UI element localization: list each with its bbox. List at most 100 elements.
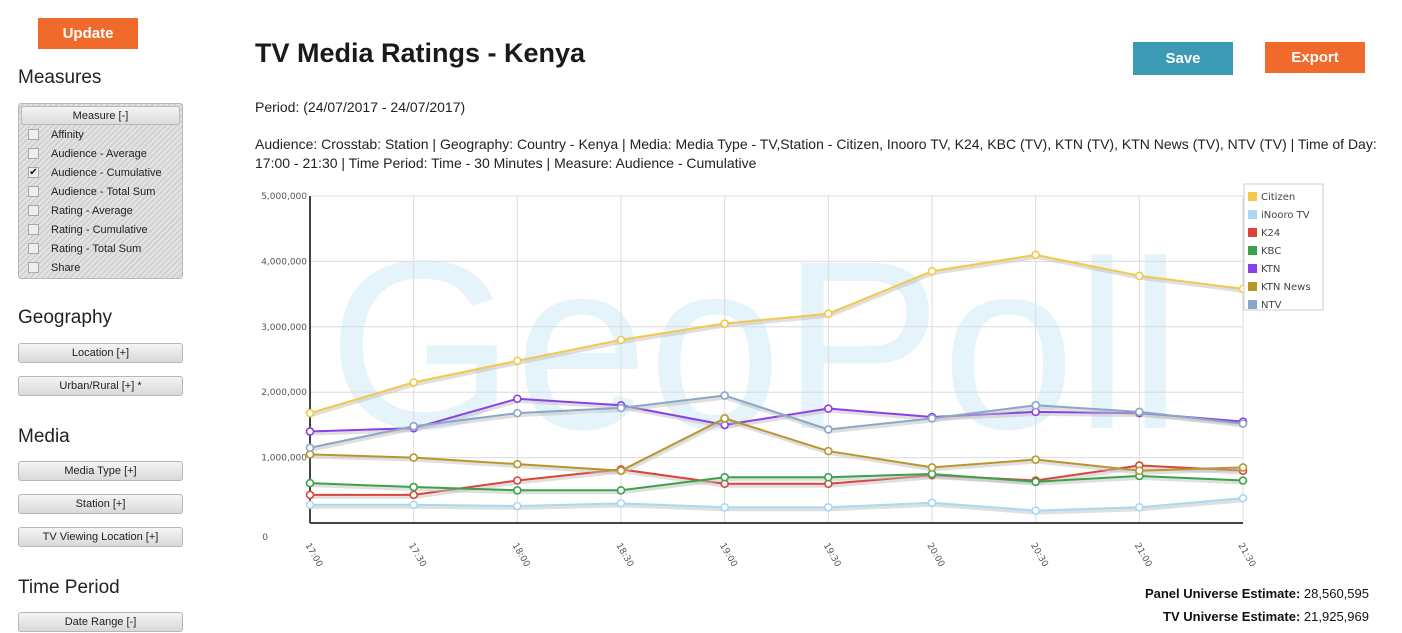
measure-toggle[interactable]: Measure [-] (21, 106, 180, 125)
data-point (1238, 476, 1248, 485)
checkbox-icon[interactable] (28, 224, 39, 235)
measure-list: Affinity Audience - Average ✔ Audience - Cu… (19, 125, 182, 277)
data-point (1238, 493, 1248, 503)
legend-swatch (1248, 228, 1257, 237)
panel-universe-value: 28,560,595 (1303, 586, 1369, 601)
measure-option[interactable]: Rating - Cumulative (19, 220, 182, 239)
query-description: Audience: Crosstab: Station | Geography:… (255, 136, 1377, 171)
data-point (824, 425, 833, 434)
data-point (409, 453, 418, 462)
data-point (1031, 455, 1040, 464)
tv-universe-label: TV Universe Estimate: (1163, 609, 1301, 624)
measure-option-label: Audience - Cumulative (51, 166, 162, 179)
measure-option[interactable]: Rating - Total Sum (19, 239, 182, 258)
measure-option[interactable]: Share (19, 258, 182, 277)
series-line-inooro-tv (310, 497, 1244, 512)
data-point (409, 482, 418, 492)
checkbox-icon[interactable] (28, 148, 39, 159)
series-shadow (310, 473, 1245, 495)
measure-option[interactable]: ✔ Audience - Cumulative (19, 163, 182, 182)
date-range-filter[interactable]: Date Range [-] (18, 612, 183, 632)
location-filter[interactable]: Location [+] (18, 343, 183, 363)
data-point (513, 394, 522, 404)
data-point (1135, 466, 1144, 475)
measure-option[interactable]: Audience - Average (19, 144, 182, 163)
x-tick-label: 18:30 (613, 542, 635, 569)
y-tick-label: 2,000,000 (261, 388, 307, 398)
panel-universe-label: Panel Universe Estimate: (1144, 586, 1301, 601)
series-line-kbc (309, 472, 1244, 492)
measure-option[interactable]: Rating - Average (19, 201, 182, 220)
data-point (1135, 271, 1144, 281)
sidebar: Update Measures Measure [-] Affinity Audi… (0, 0, 200, 633)
data-point (1135, 407, 1144, 417)
legend-swatch (1248, 192, 1257, 201)
x-tick-label: 17:30 (406, 542, 428, 569)
y-tick-label: 4,000,000 (261, 257, 307, 267)
urban-rural-filter[interactable]: Urban/Rural [+] * (18, 376, 183, 396)
legend-swatch (1248, 282, 1257, 291)
measure-panel: Measure [-] Affinity Audience - Average ✔ A… (18, 103, 183, 279)
period-text: Period: (24/07/2017 - 24/07/2017) (255, 99, 466, 115)
data-point (513, 501, 522, 511)
x-tick-label: 20:00 (924, 542, 946, 569)
data-point (824, 404, 833, 413)
data-point (305, 478, 315, 488)
measure-option-label: Affinity (51, 128, 84, 141)
data-point (616, 499, 626, 508)
checkbox-icon[interactable] (28, 243, 39, 254)
data-point (824, 309, 833, 319)
measure-option[interactable]: Audience - Total Sum (19, 182, 182, 201)
series-shadow (310, 418, 1245, 475)
measure-option-label: Rating - Average (51, 204, 133, 217)
data-point (409, 421, 418, 431)
series-line-ktn-news (309, 417, 1244, 472)
data-point (1238, 463, 1248, 472)
legend-swatch (1248, 210, 1257, 219)
geography-heading: Geography (18, 307, 113, 328)
data-point (1238, 419, 1248, 428)
legend-label: NTV (1261, 300, 1282, 311)
panel-universe-estimate: Panel Universe Estimate: 28,560,595 (949, 586, 1369, 601)
data-point (824, 446, 833, 456)
data-point (513, 408, 522, 418)
data-point (720, 503, 729, 512)
legend-box (1243, 183, 1324, 311)
x-tick-label: 21:30 (1235, 542, 1257, 569)
legend-label: Citizen (1261, 192, 1295, 203)
legend-label: KTN News (1261, 282, 1311, 293)
media-type-filter[interactable]: Media Type [+] (18, 461, 183, 481)
data-point (720, 319, 729, 328)
ratings-line-chart: GeoPoll 0 1,000,000 2,000,000 3,000,000 4,000… (261, 183, 1324, 569)
checkbox-icon[interactable] (28, 205, 39, 216)
series-shadow (311, 498, 1245, 515)
time-period-heading: Time Period (18, 577, 120, 598)
data-point (409, 500, 418, 509)
checkbox-icon[interactable] (28, 186, 39, 197)
data-point (720, 414, 729, 423)
data-point (1031, 400, 1040, 410)
watermark-text: GeoPoll (328, 211, 1182, 479)
data-point (616, 485, 626, 495)
measure-option[interactable]: Affinity (19, 125, 182, 144)
checkbox-icon[interactable] (28, 129, 39, 140)
checkbox-icon[interactable] (28, 262, 39, 273)
measure-option-label: Rating - Cumulative (51, 223, 148, 236)
y-tick-label: 3,000,000 (261, 323, 307, 333)
data-point (824, 503, 833, 512)
save-button[interactable]: Save (1133, 42, 1233, 75)
legend-label: KTN (1261, 264, 1280, 275)
y-tick-label: 0 (262, 533, 268, 543)
legend-label: K24 (1261, 228, 1280, 239)
station-filter[interactable]: Station [+] (18, 494, 183, 514)
export-button[interactable]: Export (1265, 42, 1365, 73)
measure-option-label: Rating - Total Sum (51, 242, 142, 255)
measure-option-label: Share (51, 261, 81, 274)
tv-viewing-location-filter[interactable]: TV Viewing Location [+] (18, 527, 183, 547)
data-point (1031, 250, 1040, 260)
measure-option-label: Audience - Average (51, 147, 147, 160)
update-button[interactable]: Update (38, 18, 138, 49)
media-heading: Media (18, 426, 70, 447)
checkbox-checked-icon[interactable]: ✔ (28, 166, 39, 178)
data-point (720, 472, 729, 482)
